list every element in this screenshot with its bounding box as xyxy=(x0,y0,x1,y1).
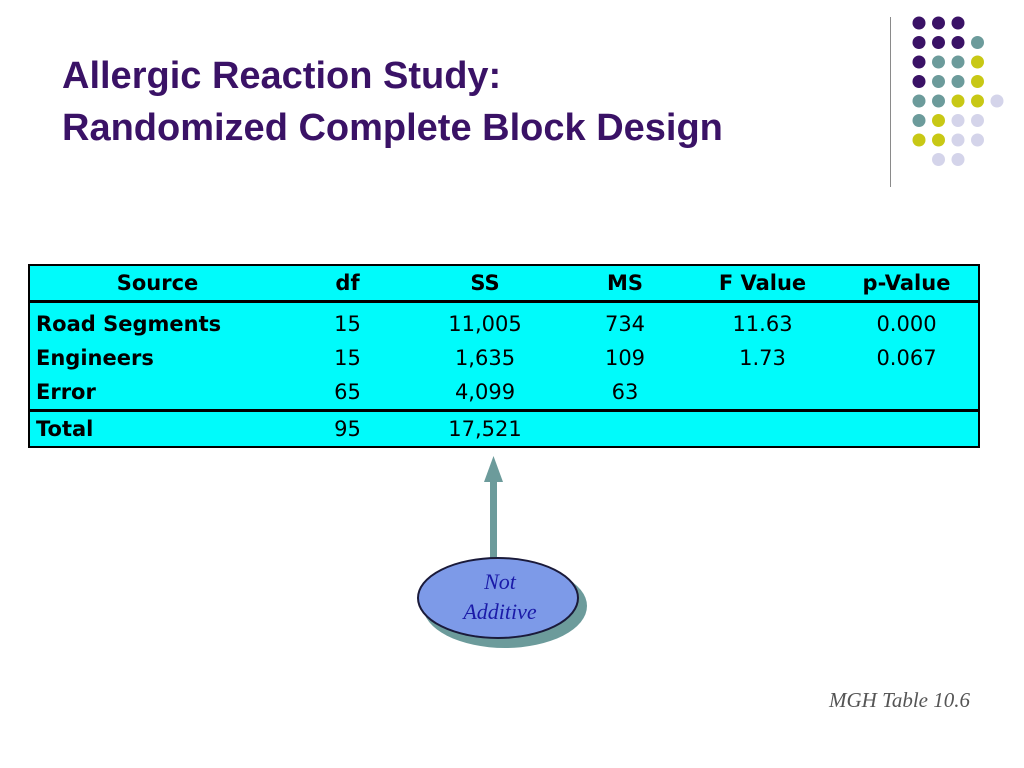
cell-ss: 4,099 xyxy=(454,380,516,404)
decorative-dot xyxy=(912,36,926,49)
decorative-dot-grid xyxy=(912,16,1004,166)
table-row: Error 65 4,099 63 xyxy=(30,375,978,411)
decorative-dot xyxy=(951,75,965,88)
header-p-value: p-Value xyxy=(835,266,978,303)
decorative-dot xyxy=(912,94,926,108)
decorative-dot xyxy=(932,36,945,49)
header-ms: MS xyxy=(560,266,690,303)
cell-ss: 11,005 xyxy=(448,312,522,336)
cell-f-value: 1.73 xyxy=(739,346,786,370)
decorative-dot xyxy=(912,55,926,69)
cell-df: 15 xyxy=(334,346,361,370)
title-line-2: Randomized Complete Block Design xyxy=(62,107,723,149)
cell-p-value xyxy=(835,409,978,446)
table-source-note: MGH Table 10.6 xyxy=(829,688,970,712)
decorative-dot xyxy=(932,16,945,30)
cell-source: Error xyxy=(36,380,96,404)
decorative-dot xyxy=(971,133,984,147)
decorative-dot xyxy=(932,114,945,127)
title-line-1: Allergic Reaction Study: xyxy=(62,55,502,97)
callout-text: Not Additive xyxy=(420,567,580,627)
cell-ms: 63 xyxy=(611,380,639,404)
decorative-dot xyxy=(951,94,965,108)
callout-line-1: Not xyxy=(484,569,516,594)
decorative-dot xyxy=(951,16,965,30)
decorative-dot xyxy=(951,153,965,166)
cell-source: Engineers xyxy=(36,346,154,370)
cell-df: 65 xyxy=(334,380,361,404)
cell-f-value: 11.63 xyxy=(732,312,793,336)
header-f-value: F Value xyxy=(690,266,835,303)
header-source: Source xyxy=(30,266,285,303)
divider-line xyxy=(890,17,891,187)
decorative-dot xyxy=(971,55,984,69)
decorative-dot xyxy=(971,94,984,108)
cell-f-value xyxy=(690,375,835,411)
cell-ss: 1,635 xyxy=(454,346,516,370)
header-ss: SS xyxy=(410,266,560,303)
table-row: Engineers 15 1,635 109 1.73 0.067 xyxy=(30,341,978,375)
decorative-dot xyxy=(932,153,945,166)
cell-df: 15 xyxy=(334,312,361,336)
decorative-dot xyxy=(990,94,1004,108)
decorative-dot xyxy=(971,75,984,88)
cell-ms: 734 xyxy=(604,312,646,336)
decorative-dot xyxy=(932,94,945,108)
arrow-up-icon xyxy=(484,456,503,558)
decorative-dot xyxy=(951,114,965,127)
callout-line-2: Additive xyxy=(463,599,537,624)
cell-p-value: 0.000 xyxy=(876,312,937,336)
cell-p-value: 0.067 xyxy=(876,346,937,370)
decorative-dot xyxy=(971,36,984,49)
cell-source: Road Segments xyxy=(36,312,222,336)
decorative-dot xyxy=(951,133,965,147)
decorative-dot xyxy=(932,133,945,147)
decorative-dot xyxy=(912,75,926,88)
anova-table: Source df SS MS F Value p-Value Road Seg… xyxy=(28,264,980,448)
decorative-dot xyxy=(912,16,926,30)
cell-ms xyxy=(560,409,690,446)
decorative-dot xyxy=(951,55,965,69)
cell-ss: 17,521 xyxy=(410,409,560,446)
header-df: df xyxy=(285,266,410,303)
cell-ms: 109 xyxy=(604,346,646,370)
cell-f-value xyxy=(690,409,835,446)
cell-source: Total xyxy=(30,409,285,446)
decorative-dot xyxy=(971,114,984,127)
table-header-row: Source df SS MS F Value p-Value xyxy=(30,266,978,303)
cell-df: 95 xyxy=(285,409,410,446)
slide-title: Allergic Reaction Study: Randomized Comp… xyxy=(62,50,882,154)
decorative-dot xyxy=(932,75,945,88)
table-row: Road Segments 15 11,005 734 11.63 0.000 xyxy=(30,302,978,342)
decorative-dot xyxy=(951,36,965,49)
decorative-dot xyxy=(912,133,926,147)
cell-p-value xyxy=(835,375,978,411)
table-total-row: Total 95 17,521 xyxy=(30,409,978,446)
decorative-dot xyxy=(932,55,945,69)
decorative-dot xyxy=(912,114,926,127)
